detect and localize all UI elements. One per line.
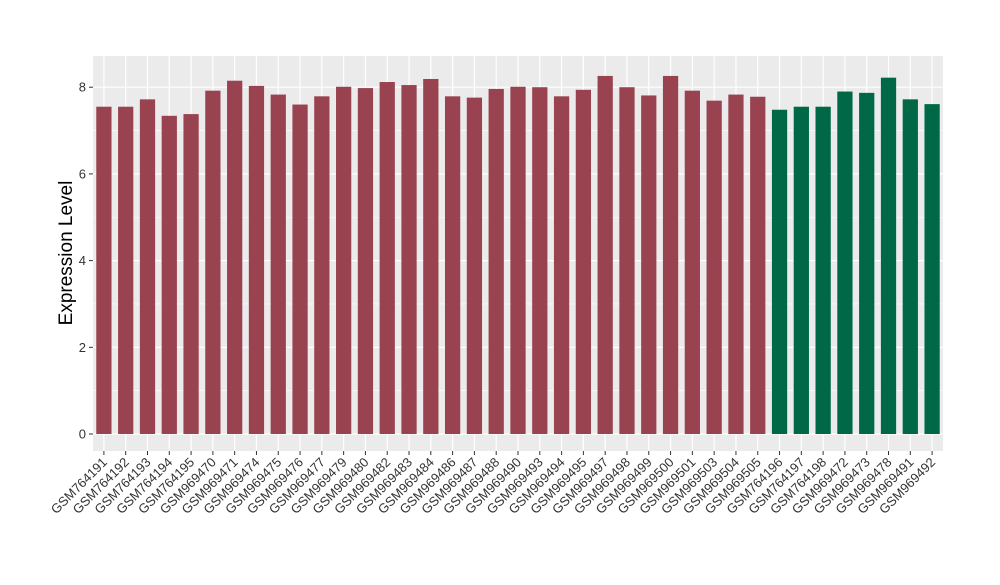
bar-GSM969501 (684, 90, 700, 435)
y-tick-label: 0 (79, 427, 86, 442)
y-tick-label: 2 (79, 340, 86, 355)
bar-GSM969503 (706, 100, 722, 435)
bar-GSM969476 (292, 104, 308, 434)
bar-GSM969479 (336, 86, 352, 434)
bar-GSM764191 (96, 106, 112, 434)
bar-GSM969494 (553, 96, 570, 435)
y-tick-label: 8 (79, 80, 86, 95)
bar-GSM764192 (118, 106, 134, 434)
bar-GSM969478 (880, 77, 897, 434)
bar-GSM969482 (379, 82, 395, 435)
y-tick-label: 4 (79, 253, 86, 268)
bar-GSM764194 (161, 115, 177, 434)
bar-GSM969491 (902, 99, 918, 434)
bar-GSM764198 (815, 106, 831, 434)
y-tick-label: 6 (79, 166, 86, 181)
bar-GSM969475 (270, 94, 286, 435)
bar-GSM969504 (728, 94, 744, 435)
bar-GSM969505 (750, 96, 766, 434)
bar-GSM969495 (575, 89, 592, 435)
bar-GSM969480 (357, 88, 374, 435)
bar-GSM969499 (641, 95, 657, 434)
bar-GSM969500 (662, 75, 679, 434)
bar-GSM969474 (248, 85, 265, 434)
bar-GSM969497 (597, 75, 613, 434)
x-axis: GSM764191GSM764192GSM764193GSM764194GSM7… (48, 451, 938, 517)
bar-GSM969490 (510, 86, 526, 434)
bar-GSM969473 (859, 92, 875, 435)
bar-GSM764193 (139, 99, 156, 434)
bar-GSM969483 (401, 85, 417, 434)
bar-GSM969487 (466, 97, 483, 434)
bar-GSM969472 (837, 91, 853, 434)
bar-GSM969498 (619, 87, 635, 435)
bar-GSM969493 (532, 87, 548, 435)
bar-GSM764195 (183, 114, 199, 434)
bar-GSM969470 (205, 90, 221, 435)
y-axis: 0 2 4 6 8 (79, 80, 93, 442)
bar-GSM969488 (488, 88, 504, 435)
bar-GSM969471 (227, 80, 243, 435)
y-axis-title: Expression Level (56, 181, 77, 326)
bar-layer (96, 75, 940, 435)
bar-GSM764197 (793, 106, 809, 434)
bar-GSM764196 (771, 109, 788, 435)
bar-GSM969486 (444, 96, 461, 435)
bar-GSM969484 (423, 78, 439, 435)
bar-GSM969492 (924, 104, 940, 434)
bar-GSM969477 (314, 96, 330, 435)
